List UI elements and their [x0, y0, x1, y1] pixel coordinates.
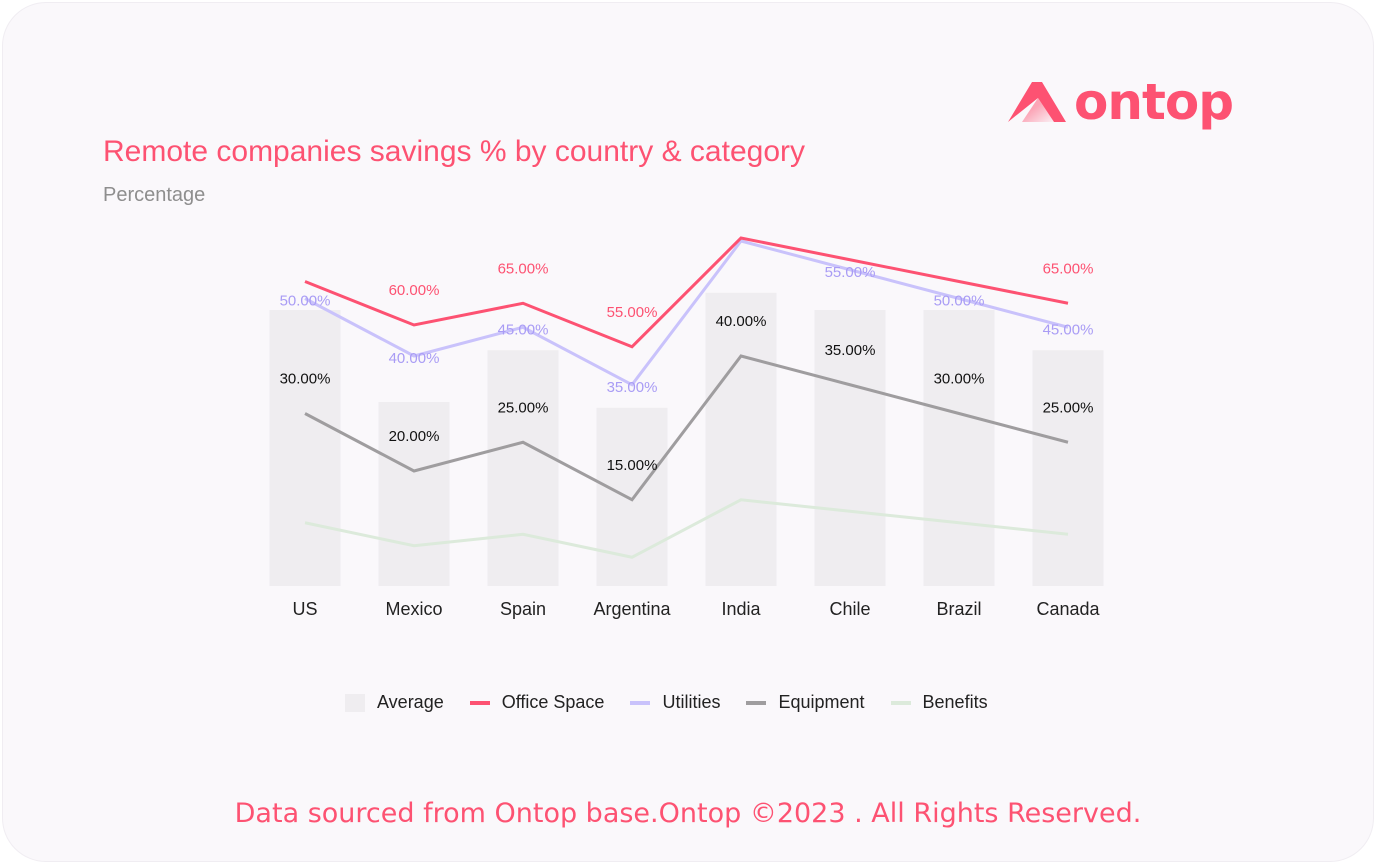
bar-average-chile [814, 310, 886, 586]
data-label-equipment: 35.00% [825, 342, 876, 359]
legend-label: Average [377, 692, 444, 712]
x-tick-label: Mexico [385, 599, 442, 619]
legend-item-office-space[interactable]: Office Space [469, 692, 605, 713]
legend-swatch [746, 700, 767, 705]
data-label-equipment: 20.00% [389, 428, 440, 445]
bar-average-india [705, 292, 777, 586]
data-label-utilities: 50.00% [934, 293, 985, 310]
data-label-utilities: 40.00% [389, 350, 440, 367]
legend-swatch [345, 693, 365, 712]
data-label-equipment: 15.00% [607, 457, 658, 474]
legend-item-utilities[interactable]: Utilities [630, 692, 720, 713]
line-utilities [304, 239, 1069, 387]
chart-title: Remote companies savings % by country & … [103, 135, 805, 168]
data-label-equipment: 40.00% [716, 313, 767, 330]
legend-item-benefits[interactable]: Benefits [890, 692, 988, 713]
legend-swatch [890, 700, 911, 705]
x-tick-label: Brazil [936, 599, 981, 619]
data-label-utilities: 50.00% [280, 293, 331, 310]
bar-average-us [269, 310, 341, 586]
data-label-utilities: 45.00% [498, 321, 549, 338]
x-tick-label: Canada [1036, 599, 1100, 619]
bar-average-argentina [596, 407, 668, 586]
x-tick-label: Argentina [593, 599, 671, 619]
data-label-equipment: 25.00% [498, 399, 549, 416]
bar-average-mexico [378, 402, 450, 586]
legend-label: Benefits [922, 692, 988, 712]
data-label-office-space: 55.00% [607, 304, 658, 321]
footer-credit: Data sourced from Ontop base.Ontop ©2023… [234, 798, 1142, 829]
ontop-logo: ontop [1008, 72, 1234, 132]
chart-subtitle: Percentage [103, 184, 206, 206]
bar-average-canada [1032, 350, 1104, 586]
data-label-utilities: 45.00% [1043, 321, 1094, 338]
data-label-equipment: 25.00% [1043, 399, 1094, 416]
legend-swatch [469, 700, 490, 705]
data-label-equipment: 30.00% [934, 371, 985, 388]
line-benefits [304, 498, 1069, 559]
line-equipment [304, 354, 1069, 502]
legend-swatch [630, 700, 651, 705]
legend-item-average[interactable]: Average [345, 692, 444, 713]
legend-item-equipment[interactable]: Equipment [746, 692, 865, 713]
ontop-logo-text: ontop [1074, 73, 1234, 131]
bar-average-brazil [923, 310, 995, 586]
data-label-utilities: 55.00% [825, 264, 876, 281]
x-tick-label: India [721, 599, 761, 619]
bar-average-spain [487, 350, 559, 586]
x-tick-label: US [292, 599, 317, 619]
legend-label: Equipment [778, 692, 865, 712]
ontop-logo-icon [1008, 82, 1066, 122]
data-label-office-space: 65.00% [498, 260, 549, 277]
data-label-equipment: 30.00% [280, 371, 331, 388]
x-tick-label: Chile [829, 599, 870, 619]
line-office-space [304, 236, 1069, 349]
legend-label: Office Space [501, 692, 605, 712]
data-label-office-space: 60.00% [389, 282, 440, 299]
data-label-utilities: 35.00% [607, 379, 658, 396]
legend-label: Utilities [662, 692, 721, 712]
data-label-office-space: 65.00% [1043, 260, 1094, 277]
chart-legend: Average Office Space Utilities Equipment Ben… [345, 692, 1014, 713]
x-tick-label: Spain [500, 599, 546, 619]
